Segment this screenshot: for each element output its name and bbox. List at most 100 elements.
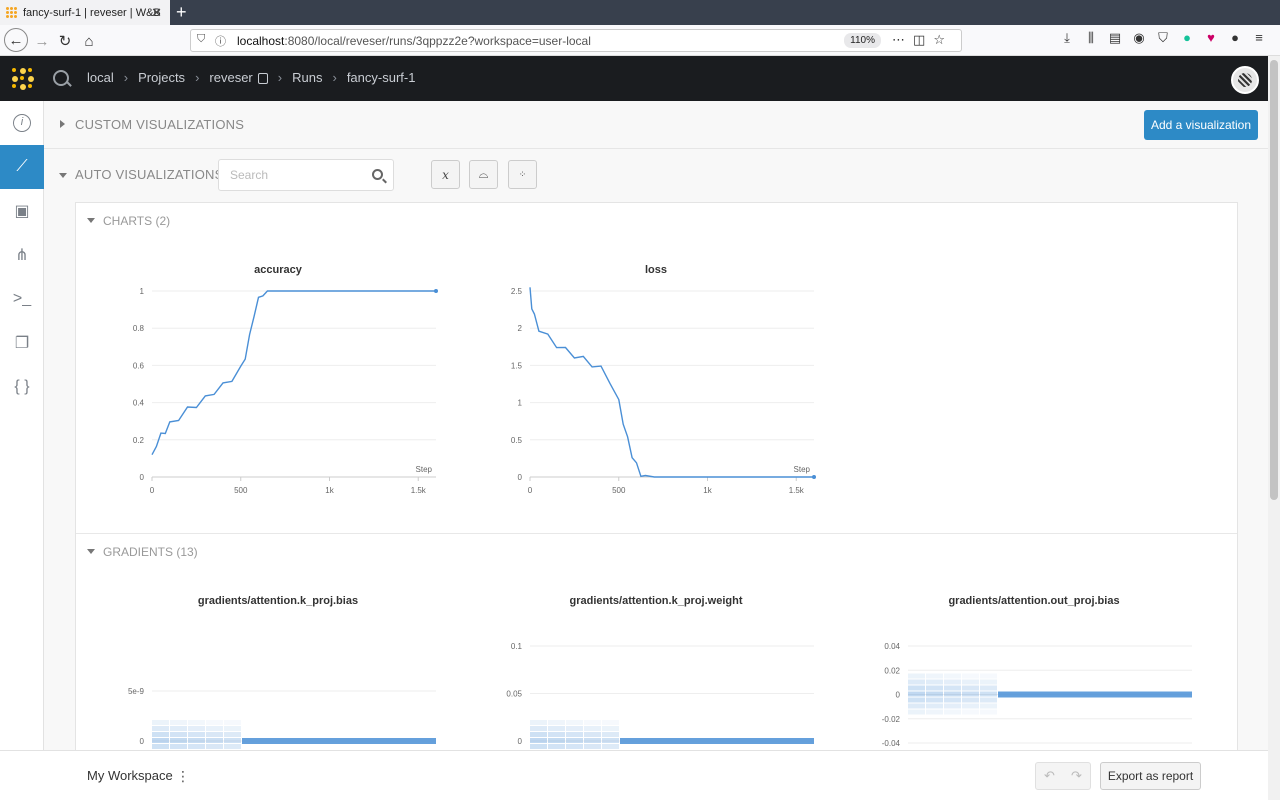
caret-down-icon[interactable]: [59, 173, 67, 178]
undo-icon[interactable]: ↶: [1044, 768, 1055, 783]
histogram-cell: [530, 720, 547, 725]
histogram-cell: [926, 703, 943, 709]
grammarly-icon[interactable]: ●: [1183, 30, 1191, 45]
home-icon[interactable]: ⌂: [84, 32, 94, 50]
crumb-projects[interactable]: Projects: [138, 70, 186, 85]
histogram-cell: [188, 732, 205, 737]
y-tick-label: 5e-9: [128, 687, 145, 696]
pocket-icon[interactable]: ◫: [913, 32, 934, 47]
crumb-entity[interactable]: local: [87, 70, 114, 85]
sidebar-item-system[interactable]: ▣: [0, 189, 44, 233]
chevron-right-icon: ›: [123, 70, 129, 85]
shield-ext-icon[interactable]: ⛉: [1158, 30, 1168, 45]
accuracy-chart[interactable]: 0 0.2 0.4 0.6 0.8 1 0 500 1k 1.5k Step: [116, 281, 456, 501]
wandb-logo[interactable]: [12, 68, 34, 90]
y-tick-label: 0.1: [511, 642, 523, 651]
page-scrollbar[interactable]: [1268, 56, 1280, 800]
histogram-cell: [944, 697, 961, 703]
charts-section-title[interactable]: CHARTS (2): [103, 214, 171, 228]
x-tick-label: 0: [150, 486, 155, 495]
caret-down-icon[interactable]: [87, 218, 95, 223]
gradient-histogram[interactable]: 0.04 0.02 0 -0.02 -0.04: [872, 611, 1212, 750]
info-icon[interactable]: ⓘ: [215, 36, 226, 48]
custom-visualizations-title[interactable]: CUSTOM VISUALIZATIONS: [75, 117, 245, 132]
sidebar-item-files[interactable]: ❐: [0, 321, 44, 365]
outliers-button[interactable]: ⁘: [508, 160, 537, 189]
browser-tab[interactable]: fancy-surf-1 | reveser | W&B ✕: [0, 0, 170, 25]
x-axis-button[interactable]: x: [431, 160, 460, 189]
sidebar-item-charts[interactable]: ⟋: [0, 145, 44, 189]
bookmark-star-icon[interactable]: ☆: [933, 32, 953, 47]
workspace-name[interactable]: My Workspace: [87, 768, 173, 783]
scrollbar-thumb[interactable]: [1270, 60, 1278, 500]
new-tab-icon[interactable]: +: [176, 2, 187, 22]
gradient-histogram[interactable]: 5e-9 0: [116, 611, 456, 750]
crumb-runs[interactable]: Runs: [292, 70, 323, 85]
histogram-cell: [170, 732, 187, 737]
sidebar-item-overview[interactable]: i: [0, 101, 44, 145]
wandb-favicon: [6, 6, 18, 19]
gradients-section-title[interactable]: GRADIENTS (13): [103, 545, 198, 559]
loss-chart[interactable]: 0 0.5 1 1.5 2 2.5 0 500 1k 1.5k Step: [494, 281, 834, 501]
y-tick-label: 0: [140, 737, 145, 746]
url-host: localhost: [237, 33, 285, 48]
y-tick-label: 0.8: [133, 324, 145, 333]
redo-icon[interactable]: ↷: [1071, 768, 1082, 783]
y-tick-label: 0.5: [511, 436, 523, 445]
auto-visualizations-title[interactable]: AUTO VISUALIZATIONS: [75, 167, 224, 182]
histogram-cell: [566, 720, 583, 725]
extension-icon[interactable]: ♥: [1207, 30, 1215, 45]
histogram-cell: [980, 697, 997, 703]
caret-right-icon[interactable]: [60, 120, 65, 128]
histogram-cell: [602, 720, 619, 725]
search-input[interactable]: Search: [218, 159, 394, 191]
histogram-cell: [530, 726, 547, 731]
histogram-cell: [206, 738, 223, 743]
url-bar[interactable]: ⛉ ⓘ localhost:8080/local/reveser/runs/3q…: [190, 29, 962, 52]
custom-visualizations-section: CUSTOM VISUALIZATIONS Add a visualizatio…: [44, 101, 1268, 149]
menu-icon[interactable]: ≡: [1255, 30, 1263, 45]
kebab-menu-icon[interactable]: ⋮: [176, 768, 190, 784]
account-icon[interactable]: ◉: [1133, 30, 1145, 45]
sidebar-item-code[interactable]: { }: [0, 365, 44, 409]
histogram-cell: [980, 673, 997, 679]
browser-toolbar: ← → ↻ ⌂ ⛉ ⓘ localhost:8080/local/reveser…: [0, 25, 1280, 56]
crumb-run[interactable]: fancy-surf-1: [346, 70, 416, 85]
x-tick-label: 500: [612, 486, 626, 495]
caret-down-icon[interactable]: [87, 549, 95, 554]
search-icon[interactable]: [53, 70, 69, 86]
histogram-cell: [188, 744, 205, 749]
x-axis-label: Step: [794, 465, 811, 474]
gradient-title: gradients/attention.k_proj.bias: [197, 595, 359, 607]
histogram-cell: [206, 726, 223, 731]
x-tick-label: 1.5k: [789, 486, 805, 495]
histogram-cell: [944, 685, 961, 691]
zoom-level[interactable]: 110%: [844, 33, 881, 48]
lock-icon: [257, 73, 268, 84]
library-icon[interactable]: ⫼: [1088, 30, 1094, 45]
histogram-cell: [530, 732, 547, 737]
export-report-button[interactable]: Export as report: [1100, 762, 1201, 790]
close-tab-icon[interactable]: ✕: [151, 5, 162, 20]
chevron-right-icon: ›: [277, 70, 283, 85]
sidebar-icon[interactable]: ▤: [1108, 30, 1122, 45]
smoothing-button[interactable]: ⌓: [469, 160, 498, 189]
sidebar-item-model[interactable]: ⋔: [0, 233, 44, 277]
shield-icon[interactable]: ⛉: [197, 33, 206, 45]
crumb-project[interactable]: reveser: [209, 70, 253, 85]
histogram-cell: [170, 738, 187, 743]
histogram-cell: [602, 726, 619, 731]
privacy-icon[interactable]: ●: [1231, 30, 1239, 45]
download-icon[interactable]: ⤓: [1064, 30, 1070, 45]
sidebar-item-logs[interactable]: >_: [0, 277, 44, 321]
y-tick-label: 0: [140, 473, 145, 482]
histogram-cell: [908, 685, 925, 691]
add-visualization-button[interactable]: Add a visualization: [1144, 110, 1258, 140]
x-tick-label: 1k: [703, 486, 712, 495]
gradient-histogram[interactable]: 0.1 0.05 0: [494, 611, 834, 750]
more-icon[interactable]: ⋯: [892, 32, 914, 47]
back-icon[interactable]: ←: [4, 28, 28, 52]
forward-icon[interactable]: →: [34, 32, 50, 50]
reload-icon[interactable]: ↻: [58, 33, 72, 50]
avatar[interactable]: [1231, 66, 1259, 94]
